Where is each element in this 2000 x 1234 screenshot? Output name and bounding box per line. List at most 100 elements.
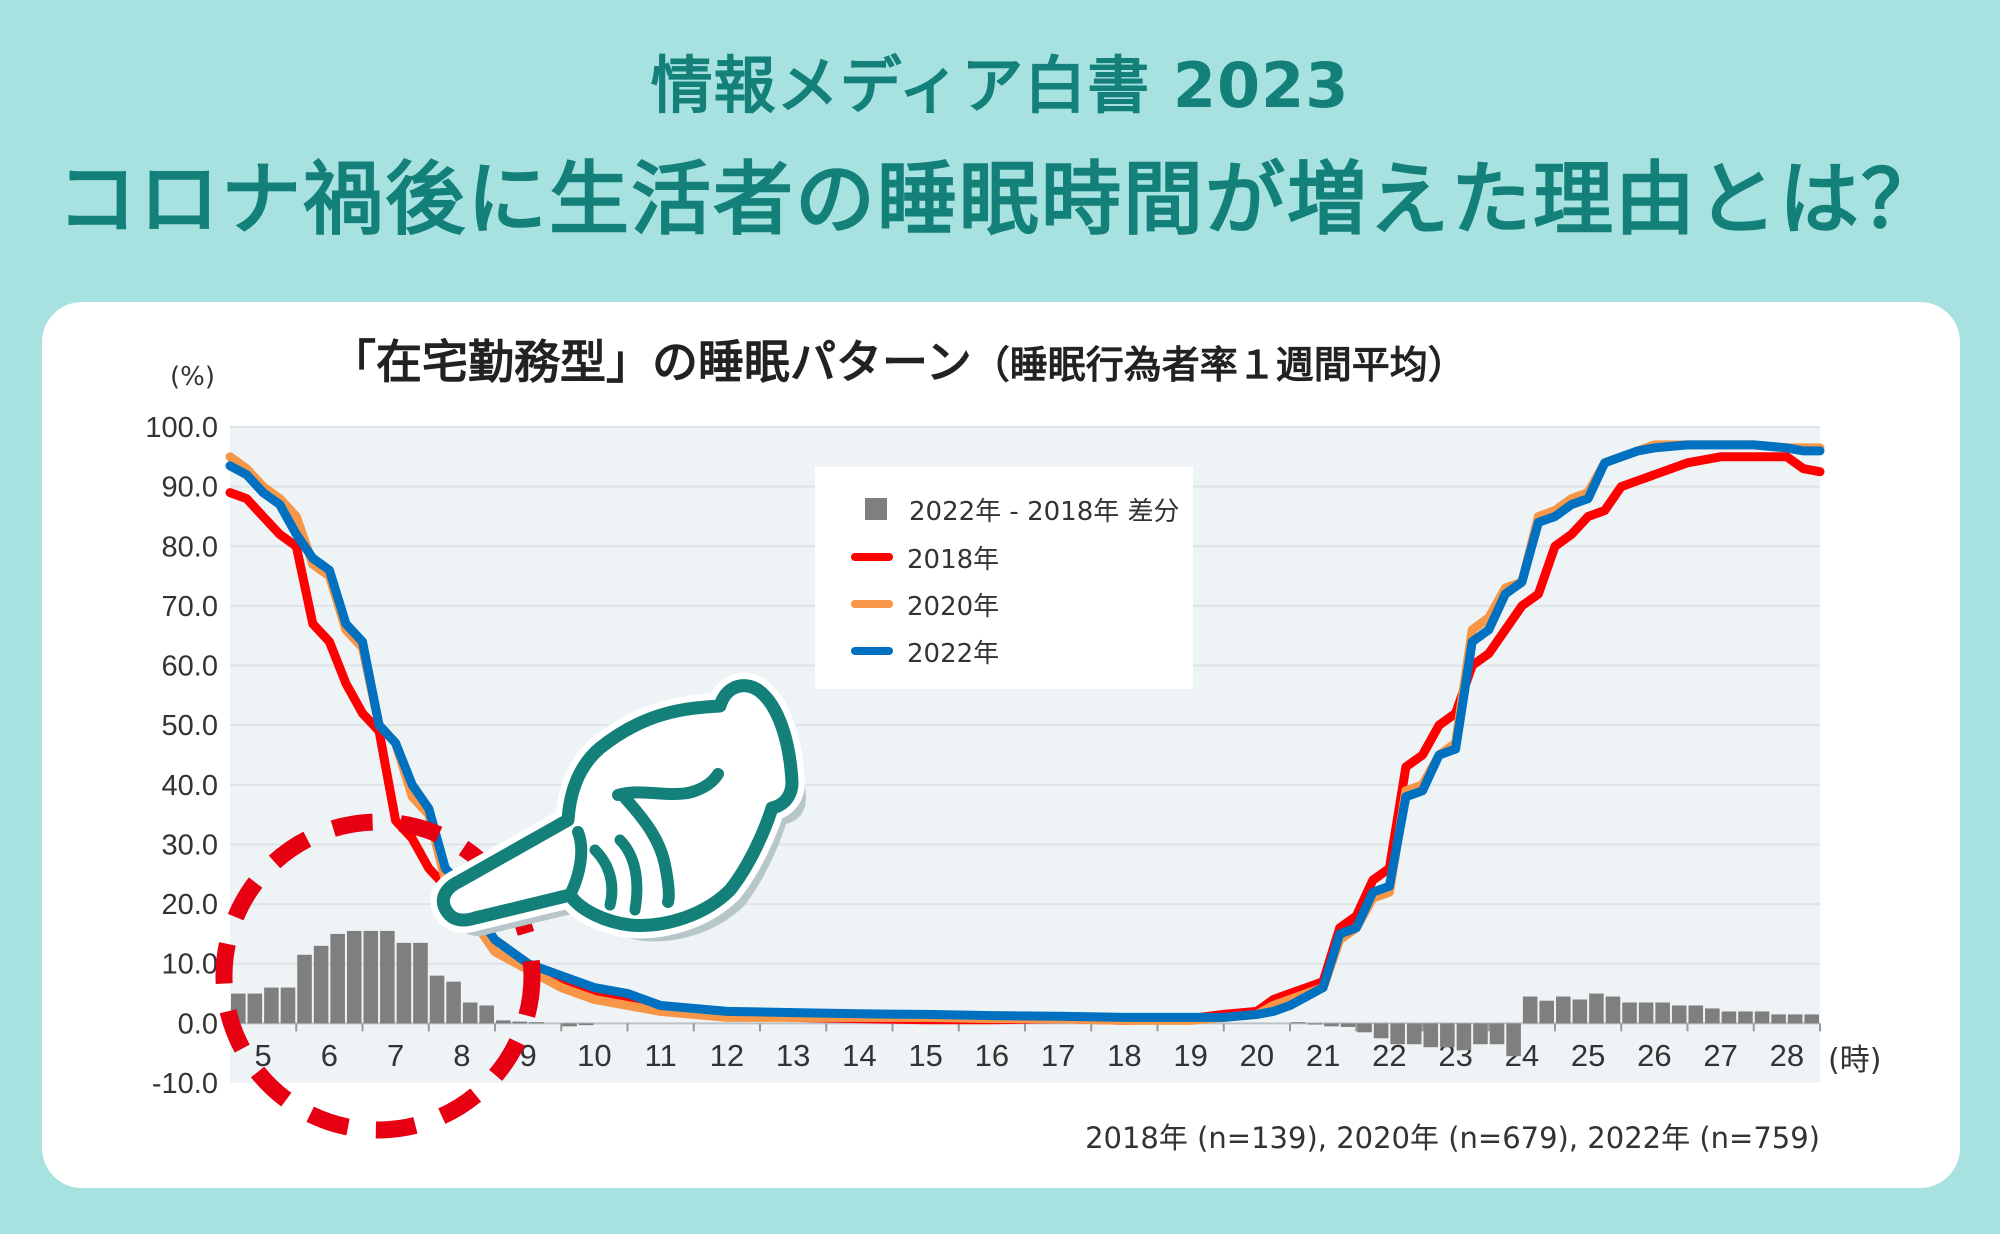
diff-bar: [1489, 1023, 1505, 1045]
difference-bars: [231, 930, 1819, 1057]
diff-bar: [1357, 1023, 1372, 1033]
diff-bar: [264, 987, 279, 1024]
x-tick-label: 26: [1637, 1038, 1671, 1073]
diff-bar: [1605, 996, 1621, 1024]
diff-bar: [1688, 1005, 1704, 1024]
publication-title: 情報メディア白書 2023: [650, 49, 1350, 122]
diff-bar: [1705, 1008, 1720, 1024]
diff-bar: [1556, 996, 1571, 1024]
diff-bar: [330, 933, 345, 1024]
y-axis-labels: 100.0 90.0 80.0 70.0 60.0 50.0 40.0 30.0 20.0 10.…: [145, 412, 218, 1100]
diff-bar: [529, 1022, 544, 1024]
x-axis-unit: (時): [1828, 1043, 1882, 1078]
legend-label: 2020年: [907, 591, 1000, 622]
diff-bar: [1622, 1002, 1637, 1024]
diff-bar: [1324, 1023, 1339, 1027]
x-tick-label: 10: [577, 1038, 611, 1073]
diff-bar: [1340, 1023, 1356, 1027]
legend-label: 2022年 - 2018年 差分: [909, 496, 1180, 527]
x-tick-label: 27: [1703, 1038, 1737, 1073]
x-tick-label: 21: [1306, 1038, 1340, 1073]
diff-bar: [1390, 1023, 1405, 1045]
x-tick-label: 13: [776, 1038, 810, 1073]
x-tick-label: 7: [387, 1038, 404, 1073]
diff-bar: [1671, 1005, 1687, 1024]
x-tick-label: 6: [321, 1038, 338, 1073]
diff-bar: [1738, 1011, 1753, 1024]
diff-bar: [1721, 1011, 1737, 1024]
chart-title-main: 「在宅勤務型」の睡眠パターン: [330, 335, 972, 389]
x-tick-label: 16: [975, 1038, 1009, 1073]
chart-title-subtitle: （睡眠行為者率１週間平均）: [971, 343, 1466, 387]
diff-bar: [1406, 1023, 1422, 1045]
series-lines: [225, 440, 1825, 1025]
line-swatch-icon: [851, 553, 893, 561]
y-tick-label: 90.0: [162, 472, 218, 504]
y-tick-label: 50.0: [162, 710, 218, 742]
diff-bar: [280, 987, 296, 1024]
series-line-2022年: [225, 440, 1825, 1022]
legend-label: 2018年: [907, 544, 1000, 575]
chart-legend: 2022年 - 2018年 差分 2018年 2020年 2022年: [815, 467, 1193, 689]
legend-label: 2022年: [907, 638, 1000, 669]
diff-bar: [1307, 1023, 1323, 1025]
diff-bar: [363, 930, 379, 1024]
x-tick-label: 28: [1770, 1038, 1804, 1073]
y-tick-label: 0.0: [178, 1008, 218, 1040]
y-tick-label: 80.0: [162, 531, 218, 563]
line-swatch-icon: [851, 647, 893, 655]
diff-bar: [562, 1023, 577, 1027]
diff-bar: [479, 1005, 494, 1024]
diff-bar: [1522, 996, 1538, 1024]
legend-item-2020: 2020年: [851, 584, 999, 624]
diff-bar: [578, 1023, 594, 1026]
diff-bar: [413, 942, 428, 1024]
legend-item-difference: 2022年 - 2018年 差分: [851, 489, 1180, 529]
y-tick-label: 100.0: [145, 412, 218, 444]
x-tick-label: 9: [520, 1038, 537, 1073]
diff-bar: [1589, 993, 1604, 1024]
y-tick-label: 40.0: [162, 770, 218, 802]
diff-bar: [1754, 1011, 1770, 1024]
x-tick-label: 14: [842, 1038, 876, 1073]
y-tick-label: 10.0: [162, 949, 218, 981]
diff-bar: [1291, 1022, 1306, 1024]
x-tick-label: 19: [1173, 1038, 1207, 1073]
bar-swatch-icon: [865, 498, 887, 520]
diff-bar: [446, 981, 461, 1024]
x-tick-label: 15: [908, 1038, 942, 1073]
diff-bar: [380, 930, 395, 1024]
diff-bar: [1373, 1023, 1389, 1039]
x-tick-label: 8: [453, 1038, 470, 1073]
chart-title: 「在宅勤務型」の睡眠パターン（睡眠行為者率１週間平均）: [330, 330, 1466, 397]
diff-bar: [1572, 999, 1588, 1024]
diff-bar: [1473, 1023, 1488, 1045]
x-tick-label: 11: [645, 1038, 677, 1073]
diff-bar: [247, 993, 263, 1024]
highlight-dashed-circle: [215, 813, 541, 1139]
diff-bar: [313, 945, 329, 1024]
legend-item-2022: 2022年: [851, 631, 999, 671]
sample-size-footnote: 2018年 (n=139), 2020年 (n=679), 2022年 (n=7…: [1085, 1121, 1820, 1155]
diff-bar: [1506, 1023, 1521, 1057]
diff-bar: [1423, 1023, 1439, 1048]
diff-bar: [346, 930, 362, 1024]
page-headline: コロナ禍後に生活者の睡眠時間が増えた理由とは？: [57, 153, 1943, 246]
x-tick-label: 5: [255, 1038, 272, 1073]
y-tick-label: 20.0: [162, 889, 218, 921]
diff-bar: [1804, 1014, 1819, 1024]
y-tick-label: -10.0: [152, 1068, 218, 1100]
diff-bar: [1539, 1000, 1554, 1024]
x-tick-label: 17: [1041, 1038, 1075, 1073]
diff-bar: [1655, 1002, 1670, 1024]
diff-bar: [1638, 1002, 1654, 1024]
y-axis-unit: (%): [170, 362, 215, 392]
diff-bar: [1787, 1014, 1803, 1024]
diff-bar: [462, 1002, 478, 1024]
x-tick-label: 18: [1107, 1038, 1141, 1073]
x-tick-label: 20: [1240, 1038, 1274, 1073]
y-tick-label: 60.0: [162, 651, 218, 683]
diff-bar: [429, 975, 445, 1024]
y-tick-label: 30.0: [162, 829, 218, 861]
diff-bar: [396, 942, 412, 1024]
